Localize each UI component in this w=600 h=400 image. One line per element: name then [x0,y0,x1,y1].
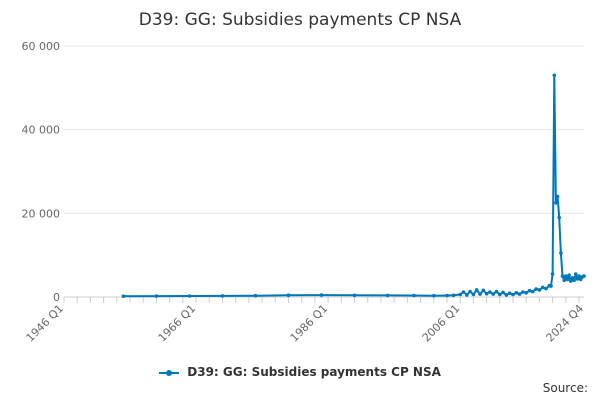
data-point [549,284,553,288]
data-point [569,279,573,283]
data-point [481,288,486,293]
legend-swatch [159,368,180,378]
y-tick-label: 40 000 [22,124,61,137]
data-point [555,194,560,199]
data-point [514,291,519,295]
data-point [468,289,472,294]
data-point [471,292,476,297]
series-line [123,74,585,298]
data-point [458,292,463,297]
x-tick-label: 2024 Q4 [544,302,587,345]
data-point [534,287,538,291]
data-point [521,290,525,294]
data-point [557,215,561,220]
data-point [559,251,563,255]
data-point [564,274,568,278]
data-point [385,293,390,298]
y-tick-label: 0 [53,291,60,304]
data-point [465,293,469,297]
data-point [121,294,126,299]
data-point [540,285,545,290]
data-point [550,272,555,276]
data-point [517,292,522,296]
data-point [575,277,580,281]
chart-legend[interactable]: D39: GG: Subsidies payments CP NSA [0,365,600,379]
data-point [507,291,512,296]
data-point [562,278,566,283]
data-point [501,290,505,295]
data-point [451,293,456,298]
source-label: Source: [542,381,588,395]
data-point [445,293,449,298]
data-point [412,293,416,298]
data-point [461,290,466,294]
data-point [537,288,542,292]
chart-title: D39: GG: Subsidies payments CP NSA [138,10,462,30]
data-point [187,294,192,298]
data-point [531,289,535,294]
legend-label: D39: GG: Subsidies payments CP NSA [187,365,441,379]
x-tick-label: 1946 Q1 [24,302,67,345]
data-point [511,292,515,297]
x-tick-label: 1986 Q1 [288,302,331,345]
data-point [572,278,576,283]
data-point [582,274,586,278]
data-point [552,73,557,78]
data-point [554,201,558,205]
data-point [491,292,496,296]
data-point [527,288,532,293]
data-point [319,293,324,297]
data-point [567,273,571,278]
data-point [504,293,509,297]
data-point [565,277,570,282]
data-point [488,290,492,294]
data-point [474,288,479,292]
data-point [484,291,489,296]
y-tick-label: 60 000 [22,40,61,53]
data-point [286,293,291,298]
data-point [432,293,436,298]
data-point [220,294,225,298]
x-tick-label: 2006 Q1 [420,302,463,345]
data-point [544,286,548,291]
data-point [494,289,499,294]
data-point [560,274,565,278]
data-point [577,274,581,278]
data-point [498,292,502,297]
data-point [253,293,258,298]
y-tick-label: 20 000 [22,207,61,220]
data-point [352,293,357,298]
data-point [478,292,482,296]
x-tick-label: 1966 Q1 [156,302,199,345]
data-point [573,272,578,276]
data-point [524,291,528,295]
data-point [154,294,159,298]
